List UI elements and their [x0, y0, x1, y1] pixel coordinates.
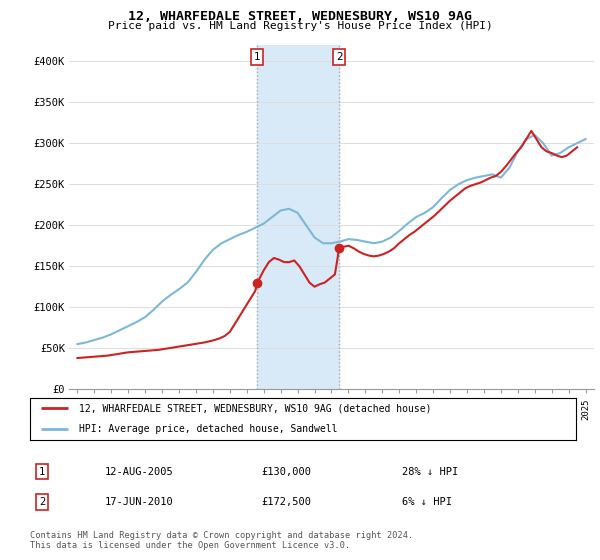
Text: 12, WHARFEDALE STREET, WEDNESBURY, WS10 9AG: 12, WHARFEDALE STREET, WEDNESBURY, WS10 … — [128, 10, 472, 23]
Bar — [257, 45, 339, 389]
Text: 2: 2 — [39, 497, 45, 507]
Text: £172,500: £172,500 — [261, 497, 311, 507]
Text: 12-AUG-2005: 12-AUG-2005 — [105, 466, 174, 477]
Text: 2: 2 — [336, 52, 343, 62]
Text: 1: 1 — [39, 466, 45, 477]
Text: Contains HM Land Registry data © Crown copyright and database right 2024.
This d: Contains HM Land Registry data © Crown c… — [30, 531, 413, 550]
Text: 1: 1 — [254, 52, 260, 62]
Text: 17-JUN-2010: 17-JUN-2010 — [105, 497, 174, 507]
Text: HPI: Average price, detached house, Sandwell: HPI: Average price, detached house, Sand… — [79, 424, 338, 434]
Text: 12, WHARFEDALE STREET, WEDNESBURY, WS10 9AG (detached house): 12, WHARFEDALE STREET, WEDNESBURY, WS10 … — [79, 403, 431, 413]
Text: 6% ↓ HPI: 6% ↓ HPI — [402, 497, 452, 507]
Text: Price paid vs. HM Land Registry's House Price Index (HPI): Price paid vs. HM Land Registry's House … — [107, 21, 493, 31]
Text: 28% ↓ HPI: 28% ↓ HPI — [402, 466, 458, 477]
Text: £130,000: £130,000 — [261, 466, 311, 477]
